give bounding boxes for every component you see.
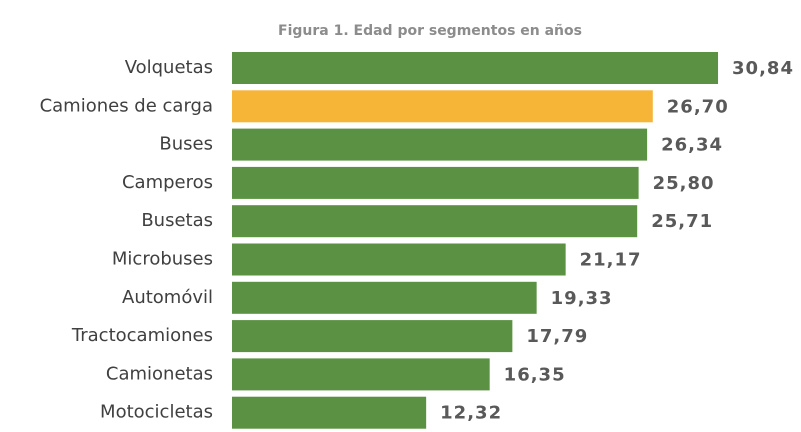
value-label: 12,32 — [440, 403, 502, 424]
category-label: Motocicletas — [100, 402, 213, 423]
bar — [232, 243, 566, 276]
bar — [232, 166, 639, 199]
bar — [232, 396, 427, 429]
value-label: 26,34 — [661, 135, 723, 156]
category-label: Camionetas — [106, 363, 213, 384]
bar — [232, 90, 653, 123]
chart-title: Figura 1. Edad por segmentos en años — [278, 23, 582, 39]
category-label: Volquetas — [125, 57, 213, 78]
category-label: Microbuses — [112, 249, 213, 270]
category-label: Camiones de carga — [40, 95, 213, 116]
category-label: Busetas — [141, 210, 213, 231]
category-label: Automóvil — [122, 287, 213, 308]
value-label: 16,35 — [504, 364, 566, 385]
value-label: 19,33 — [551, 288, 613, 309]
value-label: 17,79 — [526, 326, 588, 347]
bar — [232, 320, 513, 353]
value-label: 25,80 — [653, 173, 715, 194]
value-label: 21,17 — [580, 250, 642, 271]
category-label: Camperos — [122, 172, 213, 193]
category-label: Buses — [159, 134, 213, 155]
bar — [232, 281, 537, 314]
bar — [232, 128, 648, 161]
value-label: 30,84 — [732, 58, 794, 79]
value-label: 25,71 — [651, 211, 713, 232]
bar — [232, 52, 719, 84]
value-label: 26,70 — [667, 96, 729, 117]
bar — [232, 205, 638, 238]
bar — [232, 358, 490, 391]
category-label: Tractocamiones — [71, 325, 213, 346]
